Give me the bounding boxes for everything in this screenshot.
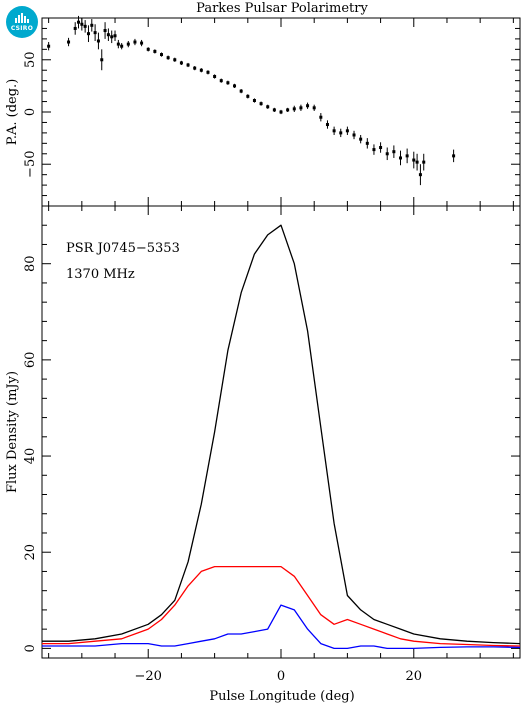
y-tick-label: 50 <box>23 52 38 69</box>
y-tick-label: 40 <box>23 448 38 465</box>
pa-point <box>332 129 336 133</box>
pa-point <box>179 61 183 65</box>
pa-point <box>415 160 419 164</box>
pa-point <box>110 35 114 39</box>
pa-point <box>206 70 210 74</box>
pa-point <box>312 106 316 110</box>
pa-point <box>259 102 263 106</box>
pa-point <box>272 108 276 112</box>
pa-point <box>359 137 363 141</box>
pa-point <box>80 22 84 26</box>
csiro-logo: CSIRO <box>6 6 38 38</box>
pa-point <box>116 42 120 46</box>
pa-panel: −50 0 50 P.A. (deg.) <box>5 15 521 207</box>
frequency-annotation: 1370 MHz <box>66 267 135 282</box>
pa-point <box>73 26 77 30</box>
pa-point <box>153 49 157 53</box>
pa-point <box>319 115 323 119</box>
pa-point <box>77 20 81 24</box>
flux-series-line <box>42 565 521 647</box>
chart-title: Parkes Pulsar Polarimetry <box>196 1 368 16</box>
pa-point <box>199 68 203 72</box>
x-tick-label: −20 <box>135 669 162 684</box>
pa-point <box>186 63 190 67</box>
pa-point <box>325 123 329 127</box>
pa-point <box>418 173 422 177</box>
pa-point <box>213 74 217 78</box>
pa-point <box>306 104 310 108</box>
y-tick-label: 0 <box>23 644 38 652</box>
pa-point <box>100 58 104 62</box>
pa-point <box>286 108 290 112</box>
pa-point <box>299 106 303 110</box>
csiro-logo-icon <box>15 13 29 23</box>
x-tick-label: 0 <box>277 669 285 684</box>
flux-ticks: −20 0 20 0 20 40 60 80 <box>23 205 520 684</box>
pa-point <box>352 133 356 137</box>
pa-point <box>339 131 343 135</box>
y-tick-label: 80 <box>23 255 38 272</box>
pa-point <box>412 158 416 162</box>
flux-series-line <box>42 224 521 645</box>
pa-point <box>392 150 396 154</box>
pa-point <box>385 152 389 156</box>
x-axis-label: Pulse Longitude (deg) <box>209 689 354 704</box>
pa-point <box>226 81 230 85</box>
pa-point <box>126 42 130 46</box>
pa-point <box>120 44 124 48</box>
pa-point <box>219 79 223 83</box>
pa-point <box>67 40 71 44</box>
flux-series-line <box>42 604 521 650</box>
pa-point <box>379 146 383 150</box>
pa-point <box>166 56 170 60</box>
pa-point <box>252 99 256 103</box>
pa-point <box>47 44 51 48</box>
pa-point <box>292 107 296 111</box>
pa-point <box>246 94 250 98</box>
pa-point <box>103 29 107 33</box>
pa-point <box>365 141 369 145</box>
pa-point <box>193 66 197 70</box>
pa-point <box>133 40 137 44</box>
pa-point <box>279 110 283 114</box>
pa-point <box>90 23 94 27</box>
pa-point <box>93 31 97 35</box>
flux-axis-label: Flux Density (mJy) <box>5 371 20 493</box>
pa-points <box>47 15 456 186</box>
pa-point <box>140 41 144 45</box>
pa-point <box>146 47 150 51</box>
pa-point <box>113 34 117 38</box>
pa-point <box>405 154 409 158</box>
pa-ticks: −50 0 50 <box>23 17 520 207</box>
pa-point <box>345 129 349 133</box>
y-tick-label: 20 <box>23 544 38 561</box>
y-tick-label: 60 <box>23 352 38 369</box>
pa-point <box>266 105 270 109</box>
pulsar-name-annotation: PSR J0745−5353 <box>66 241 180 256</box>
csiro-logo-text: CSIRO <box>10 25 34 32</box>
pa-point <box>233 84 237 88</box>
y-tick-label: −50 <box>23 151 38 178</box>
pa-point <box>173 58 177 62</box>
pa-point <box>372 148 376 152</box>
pa-point <box>399 156 402 160</box>
pa-point <box>239 89 243 93</box>
pa-point <box>106 33 110 37</box>
pa-axis-label: P.A. (deg.) <box>5 79 20 146</box>
flux-series <box>42 224 521 650</box>
pa-point <box>83 24 87 28</box>
pa-point <box>160 53 163 57</box>
pa-point <box>452 154 456 158</box>
pa-point <box>422 160 426 164</box>
pa-point <box>96 39 100 43</box>
pa-point <box>86 32 90 36</box>
y-tick-label: 0 <box>23 108 38 116</box>
x-tick-label: 20 <box>406 669 423 684</box>
